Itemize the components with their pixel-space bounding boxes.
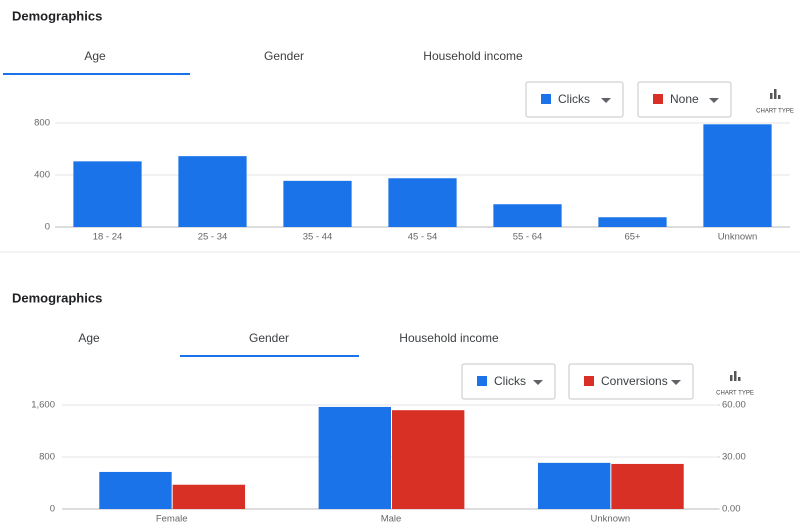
x-tick-label: 45 - 54 — [408, 232, 438, 243]
x-tick-label: Male — [381, 514, 402, 525]
metric-dropdown[interactable] — [461, 363, 556, 400]
y-tick-label: 0 — [45, 222, 50, 233]
bar — [172, 484, 246, 509]
bar — [703, 124, 772, 227]
x-tick-label: 35 - 44 — [303, 232, 333, 243]
legend-swatch — [477, 376, 487, 386]
dropdown-caret — [709, 98, 719, 103]
y-tick-label: 800 — [39, 452, 55, 463]
tab[interactable]: Gender — [249, 331, 289, 345]
bar — [611, 463, 684, 509]
chart-type-icon — [774, 89, 777, 99]
bar — [283, 180, 352, 227]
tab[interactable]: Household income — [423, 49, 523, 63]
tab[interactable]: Household income — [399, 331, 499, 345]
chart-type-label: CHART TYPE — [756, 109, 794, 115]
chart-type-icon — [770, 93, 773, 99]
bar — [493, 204, 562, 227]
legend-swatch — [584, 376, 594, 386]
x-tick-label: Unknown — [718, 232, 758, 243]
y-tick-label: 0 — [50, 504, 55, 515]
bar — [178, 156, 247, 227]
y-tick-label: 1,600 — [31, 400, 55, 411]
dropdown-caret — [671, 380, 681, 385]
x-tick-label: 25 - 34 — [198, 232, 228, 243]
bar — [318, 406, 391, 509]
panel-title: Demographics — [12, 8, 102, 23]
x-tick-label: 55 - 64 — [513, 232, 543, 243]
dropdown-caret — [533, 380, 543, 385]
y2-tick-label: 30.00 — [722, 452, 746, 463]
metric-dropdown[interactable] — [637, 81, 732, 118]
chart-type-icon — [778, 95, 781, 99]
metric-dropdown[interactable] — [568, 363, 694, 400]
tab[interactable]: Gender — [264, 49, 304, 63]
legend-label: None — [670, 92, 699, 106]
bar — [537, 462, 611, 509]
dropdown-caret — [601, 98, 611, 103]
y2-tick-label: 0.00 — [722, 504, 741, 515]
y-tick-label: 800 — [34, 118, 50, 129]
bar — [73, 161, 142, 227]
bar — [99, 471, 172, 509]
legend-label: Clicks — [494, 374, 526, 388]
bar — [598, 217, 667, 227]
y-tick-label: 400 — [34, 170, 50, 181]
x-tick-label: 18 - 24 — [93, 232, 123, 243]
tab[interactable]: Age — [84, 49, 106, 63]
bar — [392, 410, 465, 509]
legend-label: Clicks — [558, 92, 590, 106]
bar — [388, 178, 457, 227]
x-tick-label: 65+ — [624, 232, 641, 243]
x-tick-label: Unknown — [591, 514, 631, 525]
chart-type-icon — [734, 371, 737, 381]
chart-type-icon — [730, 375, 733, 381]
tab[interactable]: Age — [78, 331, 100, 345]
legend-swatch — [653, 94, 663, 104]
x-tick-label: Female — [156, 514, 188, 525]
chart-type-icon — [738, 377, 741, 381]
y2-tick-label: 60.00 — [722, 400, 746, 411]
panel-title: Demographics — [12, 290, 102, 305]
chart-type-label: CHART TYPE — [716, 391, 754, 397]
legend-swatch — [541, 94, 551, 104]
metric-dropdown[interactable] — [525, 81, 624, 118]
legend-label: Conversions — [601, 374, 668, 388]
